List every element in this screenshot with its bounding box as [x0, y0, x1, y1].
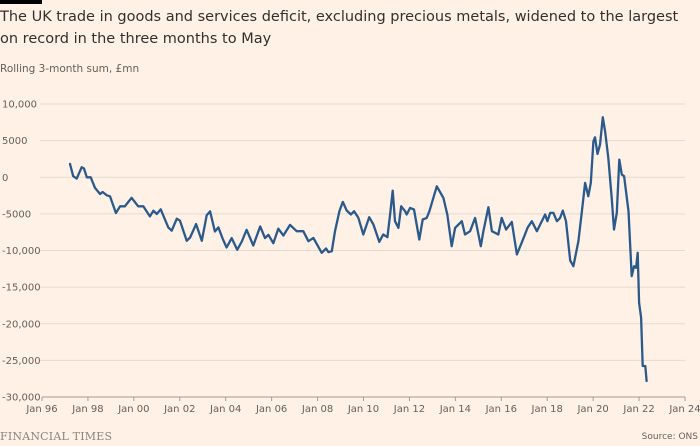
- y-axis-ticks: 10,000 5000 0 -5000 -10,000 -15,000 -20,000 -25…: [2, 100, 41, 404]
- chart-title: The UK trade in goods and services defic…: [0, 9, 679, 47]
- source-note: Source: ONS: [641, 432, 698, 442]
- financial-times-logo: FINANCIAL TIMES: [0, 430, 113, 443]
- x-tick-label: Jan 18: [531, 404, 563, 415]
- x-tick-label: Jan 98: [71, 404, 103, 415]
- x-tick-label: Jan 12: [393, 404, 425, 415]
- x-tick-label: Jan 04: [209, 404, 241, 415]
- x-tick-label: Jan 00: [117, 404, 149, 415]
- series-line-trade-deficit: [68, 116, 648, 383]
- y-tick-label: -10,000: [2, 246, 41, 257]
- y-tick-label: 0: [2, 173, 8, 184]
- chart-subtitle: Rolling 3-month sum, £mn: [0, 63, 140, 75]
- x-tick-label: Jan 22: [622, 404, 654, 415]
- x-tick-label: Jan 02: [163, 404, 195, 415]
- x-tick-label: Jan 06: [255, 404, 287, 415]
- x-axis: Jan 96 Jan 98 Jan 00 Jan 02 Jan 04 Jan 06 Jan …: [25, 396, 700, 415]
- y-tick-label: 5000: [2, 136, 27, 147]
- ft-top-bar: [0, 0, 42, 4]
- x-tick-label: Jan 16: [485, 404, 517, 415]
- x-tick-label: Jan 20: [576, 404, 608, 415]
- y-tick-label: -20,000: [2, 319, 41, 330]
- x-tick-label: Jan 14: [439, 404, 471, 415]
- x-tick-label: Jan 10: [347, 404, 379, 415]
- y-tick-label: -15,000: [2, 283, 41, 294]
- y-tick-label: 10,000: [2, 100, 37, 111]
- y-tick-label: -30,000: [2, 393, 41, 404]
- y-tick-label: -25,000: [2, 356, 41, 367]
- x-tick-label: Jan 24: [668, 404, 700, 415]
- y-tick-label: -5000: [2, 209, 31, 220]
- x-tick-label: Jan 96: [25, 404, 57, 415]
- x-tick-label: Jan 08: [301, 404, 333, 415]
